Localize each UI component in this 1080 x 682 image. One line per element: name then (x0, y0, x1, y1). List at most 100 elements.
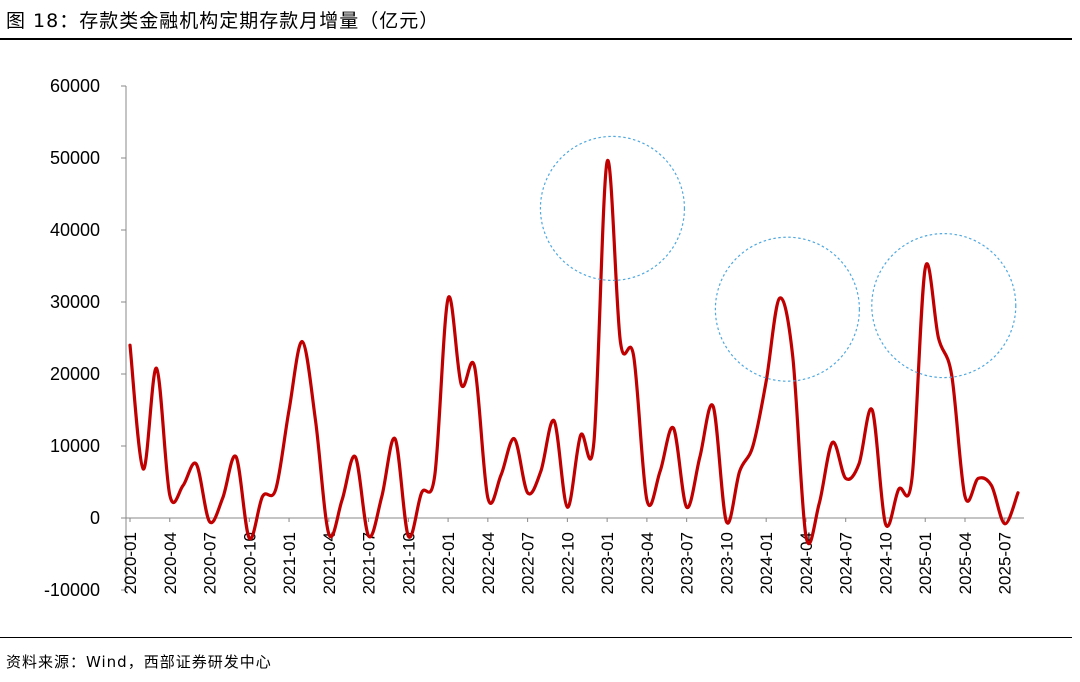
x-tick-label: 2024-10 (876, 532, 895, 594)
data-point (195, 463, 198, 466)
data-point (129, 344, 132, 347)
data-point (725, 520, 728, 523)
data-point (553, 419, 556, 422)
data-point (950, 374, 953, 377)
data-point (606, 160, 609, 163)
top-rule (0, 38, 1072, 40)
data-point (500, 473, 503, 476)
x-tick-label: 2025-07 (996, 532, 1015, 594)
data-point (579, 434, 582, 437)
data-point (394, 437, 397, 440)
highlight-circles (539, 135, 1017, 382)
data-point (910, 477, 913, 480)
series-group (128, 158, 1020, 546)
data-point (221, 496, 224, 499)
data-point (791, 355, 794, 358)
highlight-circle (539, 135, 686, 281)
y-tick-label: 20000 (50, 364, 100, 384)
data-point (380, 495, 383, 498)
data-point (261, 495, 264, 498)
x-tick-label: 2020-01 (121, 532, 140, 594)
data-point (844, 477, 847, 480)
x-tick-label: 2021-07 (360, 532, 379, 594)
data-point (486, 496, 489, 499)
data-point (301, 340, 304, 343)
data-point (367, 535, 370, 538)
data-point (818, 502, 821, 505)
axes-group (121, 85, 1024, 591)
data-point (804, 535, 807, 538)
x-tick-label: 2022-04 (479, 532, 498, 594)
x-tick-label: 2020-07 (201, 532, 220, 594)
x-tick-label: 2023-04 (638, 532, 657, 594)
data-point (619, 340, 622, 343)
y-tick-label: 0 (90, 508, 100, 528)
data-point (685, 506, 688, 509)
data-point (831, 441, 834, 444)
x-tick-label: 2022-07 (519, 532, 538, 594)
data-point (314, 419, 317, 422)
data-point (473, 365, 476, 368)
data-point (513, 437, 516, 440)
x-tick-label: 2021-10 (399, 532, 418, 594)
x-tick-label: 2023-01 (598, 532, 617, 594)
data-point (738, 470, 741, 473)
data-point (884, 522, 887, 525)
bottom-rule (0, 637, 1072, 638)
data-point (341, 499, 344, 502)
data-point (354, 455, 357, 458)
data-point (751, 445, 754, 448)
x-tick-label: 2021-04 (320, 532, 339, 594)
data-point (539, 470, 542, 473)
y-tick-label: 10000 (50, 436, 100, 456)
data-point (645, 499, 648, 502)
data-point (712, 405, 715, 408)
data-point (1003, 522, 1006, 525)
data-point (857, 463, 860, 466)
x-tick-label: 2022-01 (439, 532, 458, 594)
data-point (778, 297, 781, 300)
x-tick-label: 2020-10 (240, 532, 259, 594)
data-point (765, 380, 768, 383)
data-point (977, 477, 980, 480)
x-tick-label: 2022-10 (558, 532, 577, 594)
y-tick-labels: 60000 50000 40000 30000 20000 10000 0 -10000 (44, 76, 100, 600)
data-point (155, 367, 158, 370)
data-point (963, 495, 966, 498)
data-point (182, 484, 185, 487)
x-tick-label: 2025-01 (916, 532, 935, 594)
data-point (168, 493, 171, 496)
data-point (937, 337, 940, 340)
highlight-circle (714, 236, 860, 382)
data-point (526, 491, 529, 494)
series-line (128, 158, 1020, 546)
x-tick-label: 2023-10 (717, 532, 736, 594)
data-point (871, 409, 874, 412)
data-point (288, 409, 291, 412)
y-tick-label: 30000 (50, 292, 100, 312)
data-point (433, 473, 436, 476)
data-point (460, 383, 463, 386)
chart-title: 图 18：存款类金融机构定期存款月增量（亿元） (6, 10, 440, 32)
data-point (208, 520, 211, 523)
x-tick-label: 2023-07 (678, 532, 697, 594)
y-tick-label: -10000 (44, 580, 100, 600)
data-point (274, 488, 277, 491)
data-point (897, 488, 900, 491)
y-tick-label: 40000 (50, 220, 100, 240)
data-point (566, 506, 569, 509)
data-point (990, 484, 993, 487)
y-tick-label: 60000 (50, 76, 100, 96)
data-point (407, 535, 410, 538)
highlight-circle (871, 233, 1017, 379)
data-point (142, 468, 145, 471)
x-tick-label: 2024-01 (757, 532, 776, 594)
data-point (1017, 491, 1020, 494)
data-point (592, 441, 595, 444)
data-point (698, 455, 701, 458)
data-point (672, 427, 675, 430)
x-tick-label: 2020-04 (161, 532, 180, 594)
data-point (420, 491, 423, 494)
source-note: 资料来源：Wind，西部证券研发中心 (6, 653, 272, 671)
